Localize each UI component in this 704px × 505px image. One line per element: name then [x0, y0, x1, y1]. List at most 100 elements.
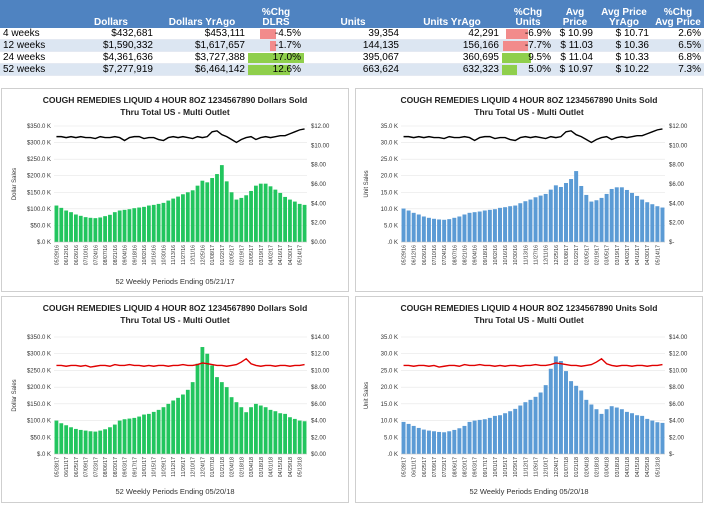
- bar-mark: [69, 212, 73, 242]
- bar-mark: [401, 208, 406, 242]
- bar-mark: [210, 178, 215, 242]
- bar-mark: [624, 411, 629, 454]
- x-tick-label: 05/28/17: [54, 457, 60, 477]
- bar-mark: [273, 189, 278, 242]
- bar-mark: [609, 406, 614, 454]
- x-tick-label: 06/26/16: [74, 245, 80, 265]
- cell-chg-units: -7.7%: [502, 39, 554, 52]
- y-tick-label: $200.0 K: [27, 174, 51, 180]
- bar-mark: [569, 381, 574, 454]
- bar-mark: [624, 189, 629, 242]
- y-tick-label: $300.0 K: [27, 352, 51, 358]
- change-bar: [270, 41, 276, 51]
- bar-mark: [533, 396, 538, 454]
- change-bar: [248, 65, 290, 75]
- bar-mark: [498, 207, 502, 242]
- x-tick-label: 05/28/17: [402, 457, 408, 477]
- change-value: -4.5%: [274, 28, 301, 39]
- bar-mark: [437, 219, 442, 242]
- x-tick-label: 10/15/17: [152, 457, 158, 477]
- x-tick-label: 05/13/18: [655, 457, 661, 477]
- y2-tick-label: $2.00: [669, 221, 685, 227]
- bar-mark: [640, 199, 645, 242]
- cell-dollars-yrago: $1,617,657: [156, 39, 248, 52]
- row-label: 24 weeks: [0, 51, 66, 64]
- x-tick-label: 04/29/18: [288, 457, 294, 477]
- bar-mark: [589, 404, 594, 454]
- x-tick-label: 03/19/17: [259, 245, 265, 265]
- bar-mark: [533, 197, 538, 242]
- bar-mark: [655, 206, 660, 242]
- bar-mark: [229, 192, 234, 242]
- cell-chg-avg-price: 2.6%: [652, 28, 704, 40]
- header-chg-units: %Chg Units: [502, 0, 554, 28]
- bar-mark: [181, 394, 185, 454]
- bar-mark: [74, 214, 78, 242]
- x-tick-label: 09/04/16: [473, 245, 479, 265]
- x-tick-label: 04/29/18: [645, 457, 651, 477]
- y2-tick-label: $4.00: [311, 201, 327, 207]
- bar-mark: [161, 202, 166, 242]
- x-tick-label: 06/25/17: [74, 457, 80, 477]
- bar-mark: [467, 421, 472, 454]
- bar-mark: [564, 371, 568, 454]
- bar-mark: [452, 429, 457, 454]
- change-value: 5.0%: [528, 64, 551, 75]
- bar-mark: [151, 204, 156, 242]
- x-tick-label: 09/03/17: [123, 457, 129, 477]
- x-tick-label: 07/09/17: [84, 457, 90, 477]
- bar-mark: [604, 193, 609, 242]
- y2-tick-label: $6.00: [311, 182, 327, 188]
- bar-mark: [156, 203, 161, 242]
- cell-chg-dlrs: -1.7%: [248, 39, 304, 52]
- x-tick-label: 04/01/18: [625, 457, 631, 477]
- x-tick-label: 12/10/17: [191, 457, 197, 477]
- bar-mark: [239, 407, 244, 454]
- bar-mark: [258, 405, 263, 454]
- y-tick-label: $100.0 K: [27, 419, 51, 425]
- header-units-yrago: Units YrAgo: [402, 0, 502, 28]
- bar-mark: [503, 207, 508, 242]
- chart-units-2018: .0 K 5.0 K 10.0 K 15.0 K 20.0 K 25.0 K 30.0 K 3…: [364, 335, 688, 477]
- y-tick-label: $250.0 K: [27, 157, 51, 163]
- bar-mark: [292, 418, 297, 454]
- y-tick-label: .0 K: [387, 240, 398, 246]
- y-tick-label: $.0 K: [37, 240, 51, 246]
- bar-mark: [98, 217, 103, 242]
- y-tick-label: 10.0 K: [381, 419, 398, 425]
- table-body: 4 weeks $432,681 $453,111 -4.5% 39,354 42,291…: [0, 28, 704, 76]
- cell-units: 395,067: [304, 51, 402, 64]
- x-tick-label: 07/23/17: [442, 457, 448, 477]
- cell-chg-avg-price: 7.3%: [652, 63, 704, 76]
- x-tick-label: 01/07/18: [210, 457, 216, 477]
- bar-mark: [83, 430, 88, 454]
- x-tick-label: 04/15/18: [278, 457, 284, 477]
- bar-mark: [523, 201, 528, 242]
- bar-mark: [401, 421, 406, 454]
- x-tick-label: 05/29/16: [402, 245, 408, 265]
- bar-mark: [538, 392, 543, 454]
- x-tick-label: 10/30/16: [513, 245, 519, 265]
- bar-mark: [229, 397, 234, 454]
- header-avg-price-yrago: Avg Price YrAgo: [596, 0, 652, 28]
- chart-xlabel: 52 Weekly Periods Ending 05/21/17: [115, 277, 235, 286]
- bar-mark: [249, 190, 253, 242]
- x-tick-label: 05/14/17: [298, 245, 304, 265]
- bar-mark: [655, 422, 660, 454]
- bar-mark: [156, 409, 161, 454]
- bar-mark: [205, 182, 210, 242]
- bar-mark: [406, 210, 411, 242]
- bar-mark: [54, 420, 59, 454]
- x-tick-label: 02/05/17: [584, 245, 590, 265]
- cell-chg-avg-price: 6.8%: [652, 51, 704, 64]
- change-bar: [502, 41, 528, 51]
- y-tick-label: 30.0 K: [381, 141, 398, 147]
- bar-mark: [108, 214, 112, 242]
- bar-mark: [457, 428, 462, 454]
- y-tick-label: $50.0 K: [30, 223, 51, 229]
- bar-mark: [239, 197, 244, 242]
- chart-title: COUGH REMEDIES LIQUID 4 HOUR 8OZ 1234567…: [400, 303, 658, 313]
- bar-mark: [171, 400, 176, 454]
- bar-mark: [630, 192, 634, 242]
